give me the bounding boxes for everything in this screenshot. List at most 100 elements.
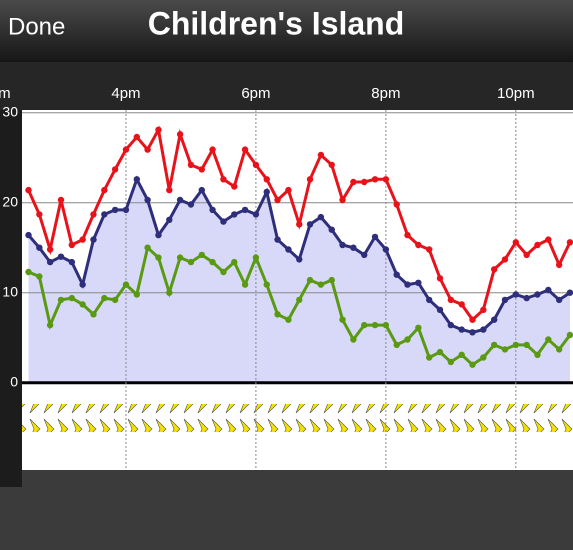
point [404,231,411,239]
title: Children's Island [148,5,405,41]
point [25,186,32,194]
point [480,354,487,361]
point [382,176,390,183]
point [133,133,141,141]
point [198,251,205,259]
point [447,296,455,304]
point [90,236,97,243]
point [101,294,108,302]
x-tick-label: 6pm [241,85,270,102]
point [274,196,281,204]
point [512,341,520,349]
point [415,324,422,331]
point [555,261,563,268]
point [111,206,119,214]
point [101,211,108,218]
point [426,296,433,304]
y-tick-label: 0 [10,373,18,389]
point [285,186,292,194]
point [144,196,151,204]
point [209,206,216,214]
point [187,201,195,208]
point [566,331,573,339]
done-button[interactable]: Done [8,13,65,40]
point [371,233,379,241]
x-tick-label: 8pm [371,85,400,102]
point [285,316,292,323]
point [133,291,141,298]
point [176,131,184,138]
point [545,336,552,343]
point [274,311,281,318]
point [155,231,162,239]
point [241,206,249,214]
point [306,221,314,228]
point [133,176,141,183]
point [68,258,76,266]
point [263,188,270,196]
point [198,186,205,194]
point [426,246,433,253]
point [447,358,455,366]
point [317,213,325,221]
point [317,151,325,159]
point [317,281,325,288]
point [555,296,563,304]
point [393,271,400,278]
point [339,241,346,249]
point [426,354,433,361]
point [209,146,216,153]
point [285,246,292,253]
point [252,161,260,169]
point [328,226,335,233]
point [296,221,303,228]
y-tick-label: 20 [2,193,18,209]
point [90,311,97,318]
point [404,336,411,343]
point [231,258,238,266]
y-tick-label: 30 [2,103,18,119]
point [155,254,162,261]
point [501,256,509,263]
point [350,336,357,343]
point [361,321,368,329]
point [36,211,43,218]
point [231,211,238,218]
point [198,166,205,173]
point [144,244,151,251]
point [187,161,195,169]
x-tick-label: 2pm [0,85,11,102]
point [101,186,108,194]
point [155,126,162,133]
wind-direction-strip [22,404,573,432]
point [523,294,530,302]
point [350,178,357,186]
point [111,166,119,173]
point [339,316,346,323]
point [436,306,444,313]
point [328,276,335,284]
point [339,196,346,204]
point [263,176,270,183]
point [46,321,54,329]
area [28,179,570,383]
point [252,254,260,261]
point [436,275,444,282]
point [382,321,390,329]
point [220,268,227,276]
point [393,201,400,208]
point [566,289,573,296]
point [166,186,173,194]
point [187,258,195,266]
y-tick-label: 10 [2,283,18,299]
point [523,251,530,259]
point [296,296,303,304]
point [296,256,303,263]
point [555,346,563,353]
point [68,241,76,249]
x-tick-label: 10pm [497,85,535,102]
point [57,253,65,260]
point [79,236,86,243]
point [231,183,238,190]
